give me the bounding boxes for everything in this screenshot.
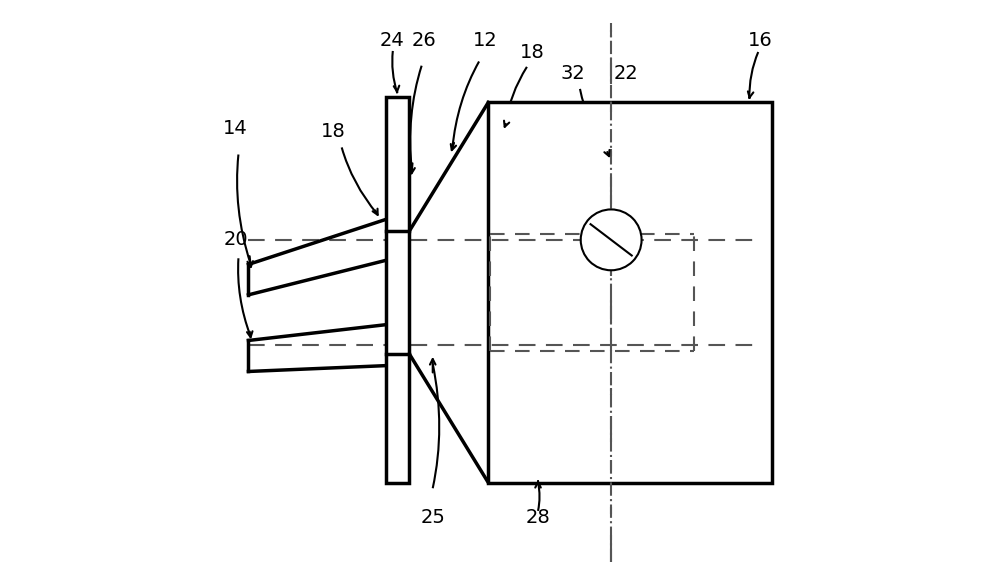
Text: 25: 25 (420, 508, 445, 527)
Text: 24: 24 (379, 32, 404, 50)
Circle shape (581, 209, 642, 270)
Text: 28: 28 (526, 508, 550, 527)
Text: 32: 32 (561, 64, 586, 82)
Text: 26: 26 (412, 32, 436, 50)
Text: 16: 16 (748, 32, 773, 50)
Text: 18: 18 (520, 43, 545, 62)
Bar (488, 102, 772, 483)
Text: 22: 22 (613, 64, 638, 82)
Bar (386, 97, 409, 483)
Text: 20: 20 (223, 230, 248, 249)
Text: 14: 14 (223, 119, 248, 138)
Text: 12: 12 (473, 32, 498, 50)
Text: 18: 18 (321, 122, 346, 141)
